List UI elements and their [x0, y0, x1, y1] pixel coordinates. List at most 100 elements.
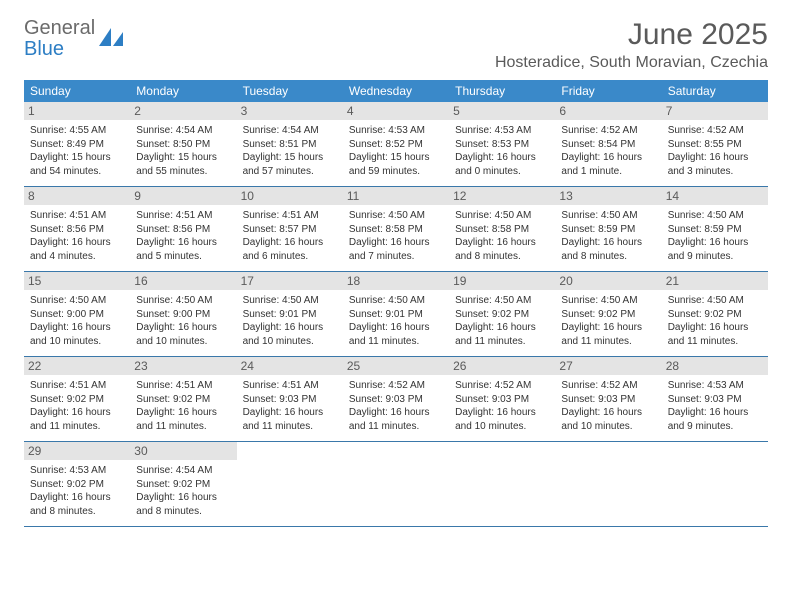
day-day1: Daylight: 16 hours: [243, 321, 337, 335]
day-day2: and 10 minutes.: [243, 335, 337, 349]
day-day1: Daylight: 16 hours: [561, 236, 655, 250]
day-number: 11: [343, 187, 449, 205]
day-cell: 8Sunrise: 4:51 AMSunset: 8:56 PMDaylight…: [24, 187, 130, 271]
day-cell: 15Sunrise: 4:50 AMSunset: 9:00 PMDayligh…: [24, 272, 130, 356]
day-day2: and 11 minutes.: [349, 420, 443, 434]
day-sunset: Sunset: 8:58 PM: [455, 223, 549, 237]
day-cell-empty: [555, 442, 661, 526]
day-sunrise: Sunrise: 4:50 AM: [455, 294, 549, 308]
day-header-saturday: Saturday: [662, 80, 768, 102]
day-day1: Daylight: 15 hours: [349, 151, 443, 165]
day-day2: and 5 minutes.: [136, 250, 230, 264]
day-day2: and 59 minutes.: [349, 165, 443, 179]
day-header-wednesday: Wednesday: [343, 80, 449, 102]
logo: General Blue: [24, 18, 125, 60]
day-sunrise: Sunrise: 4:51 AM: [30, 379, 124, 393]
day-day2: and 7 minutes.: [349, 250, 443, 264]
day-cell: 25Sunrise: 4:52 AMSunset: 9:03 PMDayligh…: [343, 357, 449, 441]
day-header-sunday: Sunday: [24, 80, 130, 102]
day-number: 2: [130, 102, 236, 120]
day-sunrise: Sunrise: 4:51 AM: [136, 379, 230, 393]
day-number: 17: [237, 272, 343, 290]
day-cell: 4Sunrise: 4:53 AMSunset: 8:52 PMDaylight…: [343, 102, 449, 186]
day-sunset: Sunset: 8:51 PM: [243, 138, 337, 152]
day-day1: Daylight: 16 hours: [561, 151, 655, 165]
day-day2: and 54 minutes.: [30, 165, 124, 179]
day-sunset: Sunset: 8:53 PM: [455, 138, 549, 152]
day-number: 26: [449, 357, 555, 375]
day-day2: and 3 minutes.: [668, 165, 762, 179]
day-sunrise: Sunrise: 4:50 AM: [349, 294, 443, 308]
day-sunset: Sunset: 9:03 PM: [668, 393, 762, 407]
day-cell: 26Sunrise: 4:52 AMSunset: 9:03 PMDayligh…: [449, 357, 555, 441]
day-sunrise: Sunrise: 4:53 AM: [455, 124, 549, 138]
day-day2: and 8 minutes.: [136, 505, 230, 519]
day-sunrise: Sunrise: 4:53 AM: [349, 124, 443, 138]
day-header-monday: Monday: [130, 80, 236, 102]
day-sunset: Sunset: 9:00 PM: [30, 308, 124, 322]
day-header-friday: Friday: [555, 80, 661, 102]
day-day1: Daylight: 16 hours: [668, 151, 762, 165]
day-number: 3: [237, 102, 343, 120]
day-sunset: Sunset: 9:03 PM: [561, 393, 655, 407]
day-day1: Daylight: 16 hours: [243, 236, 337, 250]
day-day2: and 55 minutes.: [136, 165, 230, 179]
day-cell: 9 Sunrise: 4:51 AMSunset: 8:56 PMDaylight…: [130, 187, 236, 271]
day-day2: and 9 minutes.: [668, 250, 762, 264]
day-cell: 10Sunrise: 4:51 AMSunset: 8:57 PMDayligh…: [237, 187, 343, 271]
day-day1: Daylight: 16 hours: [668, 406, 762, 420]
day-number: 24: [237, 357, 343, 375]
day-sunrise: Sunrise: 4:51 AM: [136, 209, 230, 223]
day-day1: Daylight: 16 hours: [668, 236, 762, 250]
day-cell: 21Sunrise: 4:50 AMSunset: 9:02 PMDayligh…: [662, 272, 768, 356]
day-sunset: Sunset: 9:03 PM: [243, 393, 337, 407]
week-row: 15Sunrise: 4:50 AMSunset: 9:00 PMDayligh…: [24, 272, 768, 357]
day-sunrise: Sunrise: 4:54 AM: [136, 124, 230, 138]
day-sunrise: Sunrise: 4:50 AM: [136, 294, 230, 308]
day-sunset: Sunset: 9:02 PM: [30, 478, 124, 492]
week-row: 29Sunrise: 4:53 AMSunset: 9:02 PMDayligh…: [24, 442, 768, 527]
day-sunrise: Sunrise: 4:52 AM: [455, 379, 549, 393]
week-row: 8Sunrise: 4:51 AMSunset: 8:56 PMDaylight…: [24, 187, 768, 272]
weeks-container: 1Sunrise: 4:55 AMSunset: 8:49 PMDaylight…: [24, 102, 768, 527]
day-cell: 14Sunrise: 4:50 AMSunset: 8:59 PMDayligh…: [662, 187, 768, 271]
day-number: 10: [237, 187, 343, 205]
sail-icon: [99, 26, 125, 53]
day-sunrise: Sunrise: 4:50 AM: [668, 294, 762, 308]
day-cell: 18Sunrise: 4:50 AMSunset: 9:01 PMDayligh…: [343, 272, 449, 356]
day-day2: and 11 minutes.: [455, 335, 549, 349]
day-sunset: Sunset: 8:56 PM: [136, 223, 230, 237]
day-day1: Daylight: 15 hours: [136, 151, 230, 165]
day-day2: and 10 minutes.: [30, 335, 124, 349]
day-number: 27: [555, 357, 661, 375]
day-number: 16: [130, 272, 236, 290]
day-cell: 13Sunrise: 4:50 AMSunset: 8:59 PMDayligh…: [555, 187, 661, 271]
day-sunset: Sunset: 9:03 PM: [349, 393, 443, 407]
week-row: 22Sunrise: 4:51 AMSunset: 9:02 PMDayligh…: [24, 357, 768, 442]
day-sunset: Sunset: 9:03 PM: [455, 393, 549, 407]
day-number: 21: [662, 272, 768, 290]
day-cell: 27Sunrise: 4:52 AMSunset: 9:03 PMDayligh…: [555, 357, 661, 441]
day-number: 6: [555, 102, 661, 120]
day-cell: 6Sunrise: 4:52 AMSunset: 8:54 PMDaylight…: [555, 102, 661, 186]
day-day2: and 10 minutes.: [561, 420, 655, 434]
day-cell: 5Sunrise: 4:53 AMSunset: 8:53 PMDaylight…: [449, 102, 555, 186]
day-number: 7: [662, 102, 768, 120]
day-cell: 3Sunrise: 4:54 AMSunset: 8:51 PMDaylight…: [237, 102, 343, 186]
day-cell: 12Sunrise: 4:50 AMSunset: 8:58 PMDayligh…: [449, 187, 555, 271]
day-sunrise: Sunrise: 4:51 AM: [30, 209, 124, 223]
day-cell: 11Sunrise: 4:50 AMSunset: 8:58 PMDayligh…: [343, 187, 449, 271]
logo-word1: General: [24, 17, 95, 39]
day-sunrise: Sunrise: 4:50 AM: [349, 209, 443, 223]
day-sunrise: Sunrise: 4:52 AM: [561, 124, 655, 138]
day-cell-empty: [343, 442, 449, 526]
day-day1: Daylight: 16 hours: [349, 406, 443, 420]
day-day2: and 10 minutes.: [455, 420, 549, 434]
day-cell: 1Sunrise: 4:55 AMSunset: 8:49 PMDaylight…: [24, 102, 130, 186]
day-number: 9: [130, 187, 236, 205]
day-day2: and 11 minutes.: [30, 420, 124, 434]
day-day1: Daylight: 16 hours: [136, 491, 230, 505]
day-day1: Daylight: 15 hours: [243, 151, 337, 165]
day-day1: Daylight: 16 hours: [136, 236, 230, 250]
day-sunset: Sunset: 9:02 PM: [561, 308, 655, 322]
